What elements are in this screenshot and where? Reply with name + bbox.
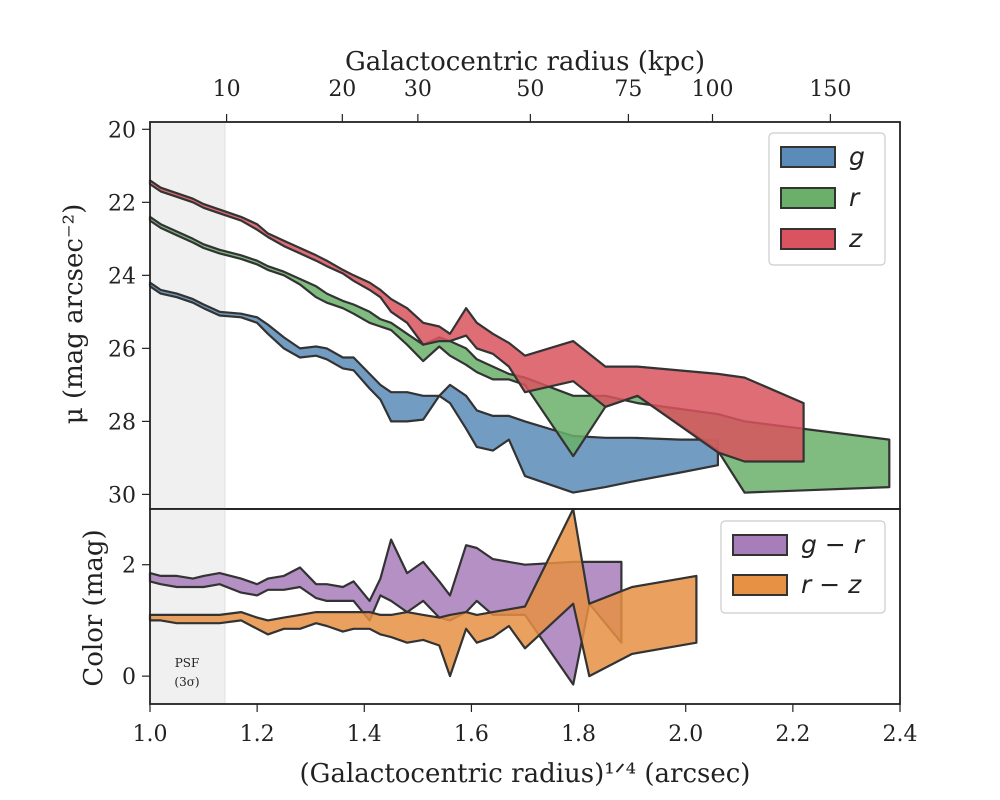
color-panel: 0 2 1.0 1.2 1.4 1.6 1.8 2.0 2.2 2.4 (Galactocent… <box>79 507 918 789</box>
psf-annotation-line1: PSF <box>175 656 200 670</box>
legend-swatch <box>780 228 836 250</box>
top-axis-label: Galactocentric radius (kpc) <box>345 47 705 77</box>
top-tick-label: 150 <box>809 77 851 102</box>
y-tick-label: 24 <box>108 264 136 289</box>
legend-swatch <box>780 146 836 168</box>
x-axis-label: (Galactocentric radius)¹ᐟ⁴ (arcsec) <box>300 759 751 789</box>
surface-brightness-axis-label: μ (mag arcsec⁻²) <box>59 204 89 424</box>
series-band-z <box>148 179 805 463</box>
x-tick-label: 2.2 <box>775 722 810 747</box>
color-panel-frame <box>149 508 901 705</box>
series-band-rz <box>148 507 698 678</box>
x-tick-label: 1.0 <box>133 722 168 747</box>
y-tick-label: 22 <box>108 191 136 216</box>
top-tick-label: 75 <box>614 77 642 102</box>
x-tick-label: 2.0 <box>668 722 703 747</box>
y-tick-label: 20 <box>108 118 136 143</box>
legend-label: r − z <box>801 570 862 599</box>
legend-swatch <box>732 574 788 596</box>
y-tick-label: 30 <box>108 483 136 508</box>
surface-brightness-panel: 20 22 24 26 28 30 10 20 30 50 75 100 150 Galactocen… <box>59 47 901 510</box>
legend-label: g <box>849 142 865 171</box>
top-tick-label: 100 <box>692 77 734 102</box>
y-tick-label: 28 <box>108 410 136 435</box>
top-tick-label: 50 <box>516 77 544 102</box>
top-tick-label: 30 <box>404 77 432 102</box>
surface-brightness-legend: grz <box>768 132 886 266</box>
y-tick-label: 2 <box>122 554 136 579</box>
x-tick-label: 1.8 <box>561 722 596 747</box>
top-tick-label: 20 <box>328 77 356 102</box>
color-axis-label: Color (mag) <box>79 529 109 686</box>
x-tick-label: 1.2 <box>240 722 275 747</box>
x-tick-label: 2.4 <box>883 722 918 747</box>
psf-shaded-region <box>149 121 226 510</box>
y-tick-label: 26 <box>108 337 136 362</box>
legend-label: g − r <box>801 530 866 559</box>
x-tick-label: 1.4 <box>347 722 382 747</box>
legend-swatch <box>780 187 836 209</box>
top-tick-label: 10 <box>213 77 241 102</box>
color-legend: g − r r − z <box>720 520 886 614</box>
legend-label: r <box>849 183 861 212</box>
x-tick-label: 1.6 <box>454 722 489 747</box>
y-tick-label: 0 <box>122 665 136 690</box>
legend-label: z <box>848 224 863 253</box>
psf-annotation-line2: (3σ) <box>174 675 199 689</box>
legend-swatch <box>732 534 788 556</box>
